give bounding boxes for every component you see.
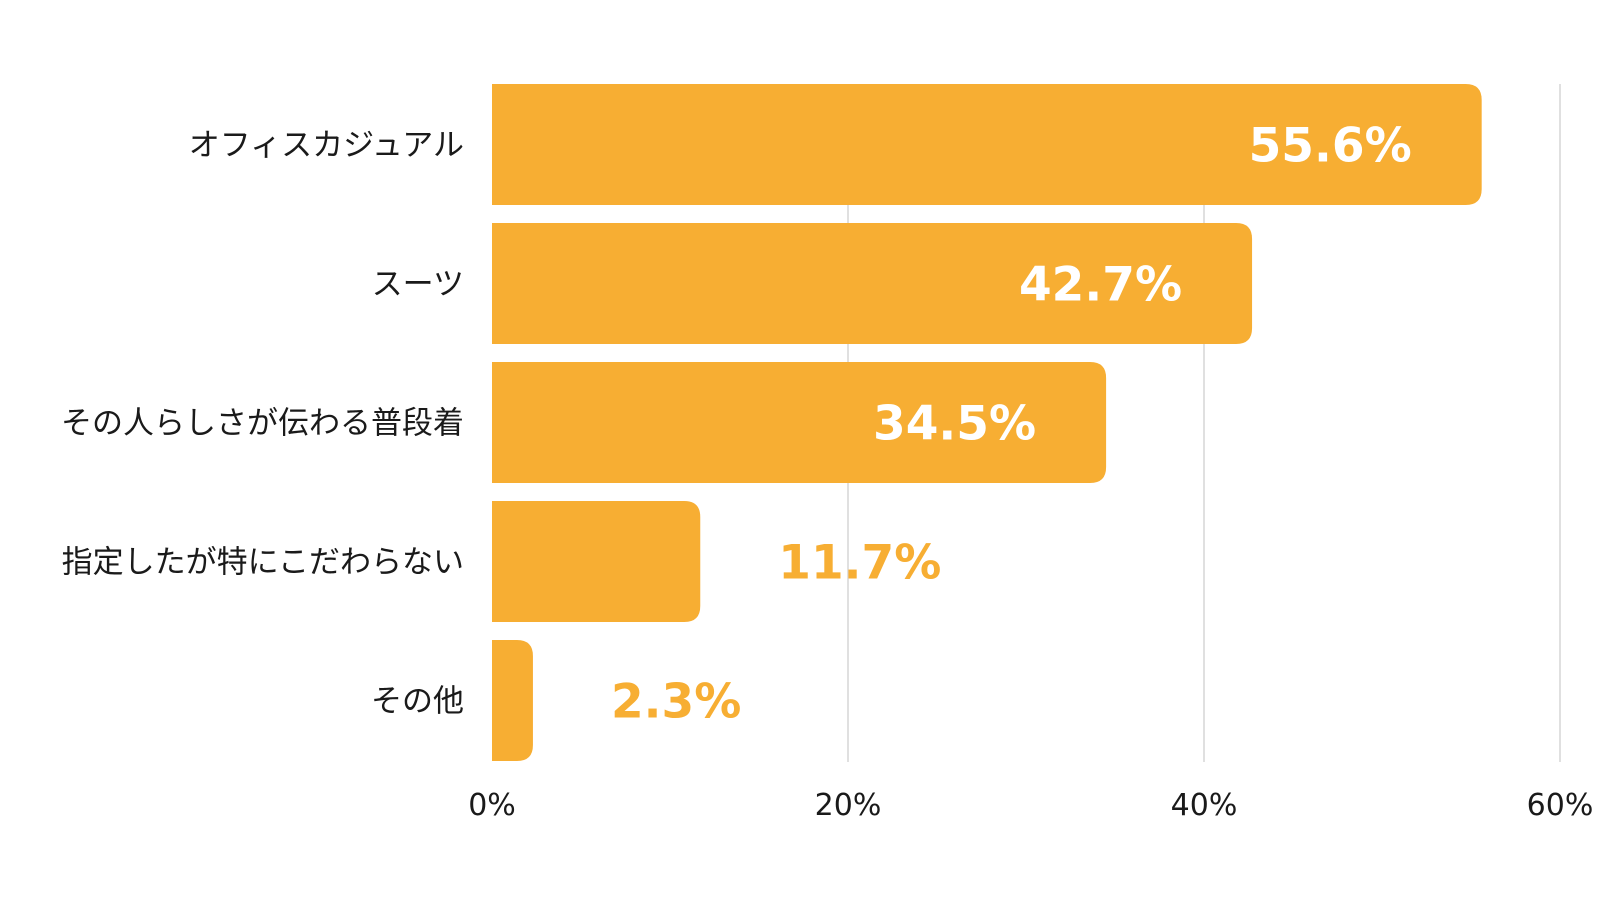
x-tick-label: 20% (815, 788, 882, 823)
value-labels: 55.6% 42.7% 34.5% 11.7% 2.3% (611, 119, 1412, 730)
x-tick-label: 60% (1527, 788, 1594, 823)
bar (492, 640, 533, 761)
bar (492, 362, 1107, 483)
category-label: その人らしさが伝わる普段着 (61, 406, 464, 442)
bar (492, 84, 1482, 205)
bar (492, 501, 701, 622)
bars (492, 84, 1482, 761)
category-label: 指定したが特にこだわらない (62, 545, 464, 581)
category-labels: オフィスカジュアルスーツその人らしさが伝わる普段着指定したが特にこだわらないその… (61, 128, 464, 720)
value-label: 42.7% (1019, 258, 1182, 313)
value-label: 11.7% (778, 536, 941, 591)
x-tick-label: 40% (1171, 788, 1238, 823)
category-label: スーツ (372, 267, 464, 303)
x-tick-label: 0% (468, 788, 516, 823)
value-label: 34.5% (873, 397, 1036, 452)
x-axis-tick-labels: 0% 20% 40% 60% (468, 788, 1593, 823)
value-label: 55.6% (1249, 119, 1412, 174)
value-label: 2.3% (611, 675, 741, 730)
category-label: その他 (371, 684, 464, 720)
bar (492, 223, 1253, 344)
category-label: オフィスカジュアル (189, 128, 464, 164)
